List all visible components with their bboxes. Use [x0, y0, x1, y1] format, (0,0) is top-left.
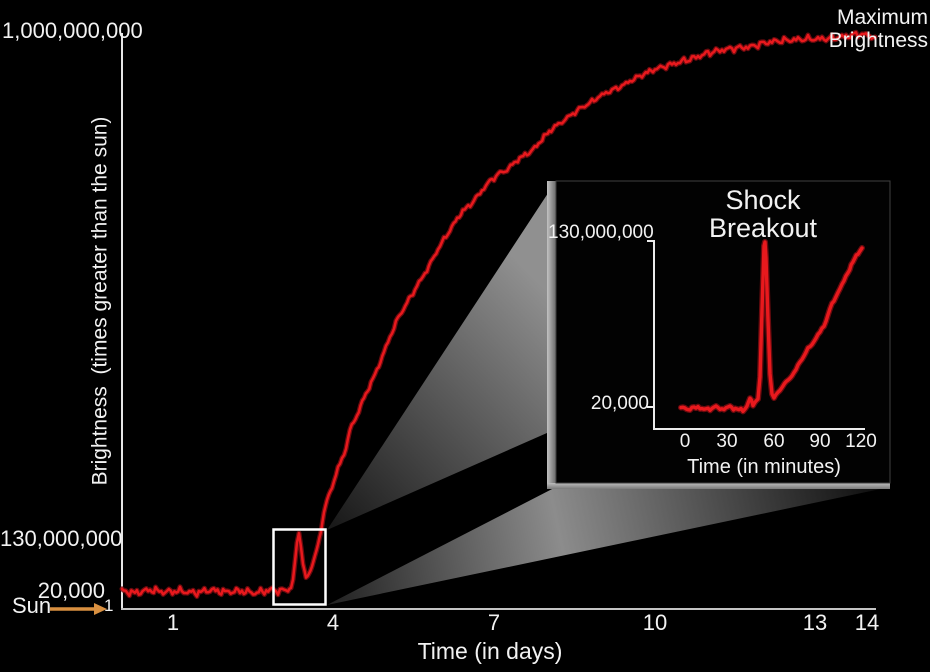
main-x-tick-13: 13: [802, 610, 828, 635]
inset-curve: [679, 240, 864, 414]
inset-title-line2: Breakout: [708, 213, 818, 243]
inset-y-tick-label-130m: 130,000,000: [548, 222, 654, 243]
main-x-axis-title: Time (in days): [417, 638, 563, 664]
main-x-tick-4: 4: [326, 610, 340, 635]
sun-label: Sun: [12, 593, 52, 618]
main-x-tick-10: 10: [642, 610, 668, 635]
sun-arrow-head: [94, 603, 107, 615]
inset-x-tick-0: 0: [679, 431, 691, 452]
inset-panel: [555, 180, 891, 484]
main-x-tick-14: 14: [854, 610, 880, 635]
zoom-box: [272, 528, 327, 606]
main-y-axis-title: Brightness (times greater than the sun): [88, 116, 112, 486]
main-x-tick-1: 1: [166, 610, 180, 635]
inset-bevel-left: [547, 181, 556, 489]
main-curve: [120, 31, 877, 598]
inset-x-axis-title: Time (in minutes): [687, 456, 841, 478]
inset-title: Shock Breakout: [663, 186, 863, 242]
zoom-beam-upper: [327, 181, 556, 530]
main-y-tick-label-130m: 130,000,000: [0, 526, 123, 551]
inset-y-tick-label-20k: 20,000: [590, 393, 649, 414]
main-y-tick-label-1: 1: [104, 596, 114, 615]
inset-bevel-bottom: [547, 483, 890, 489]
inset-x-tick-30: 30: [716, 431, 738, 452]
zoom-beam-lower: [327, 487, 890, 605]
inset-title-line1: Shock: [725, 185, 801, 215]
main-y-tick-label-1e9: 1,000,000,000: [2, 18, 143, 43]
main-y-tick-label-20k: 20,000: [37, 578, 105, 603]
inset-x-tick-90: 90: [809, 431, 831, 452]
maximum-brightness-label: Maximum Brightness: [828, 6, 928, 53]
inset-x-tick-60: 60: [763, 431, 785, 452]
main-x-tick-7: 7: [487, 610, 501, 635]
inset-x-tick-120: 120: [845, 431, 877, 452]
